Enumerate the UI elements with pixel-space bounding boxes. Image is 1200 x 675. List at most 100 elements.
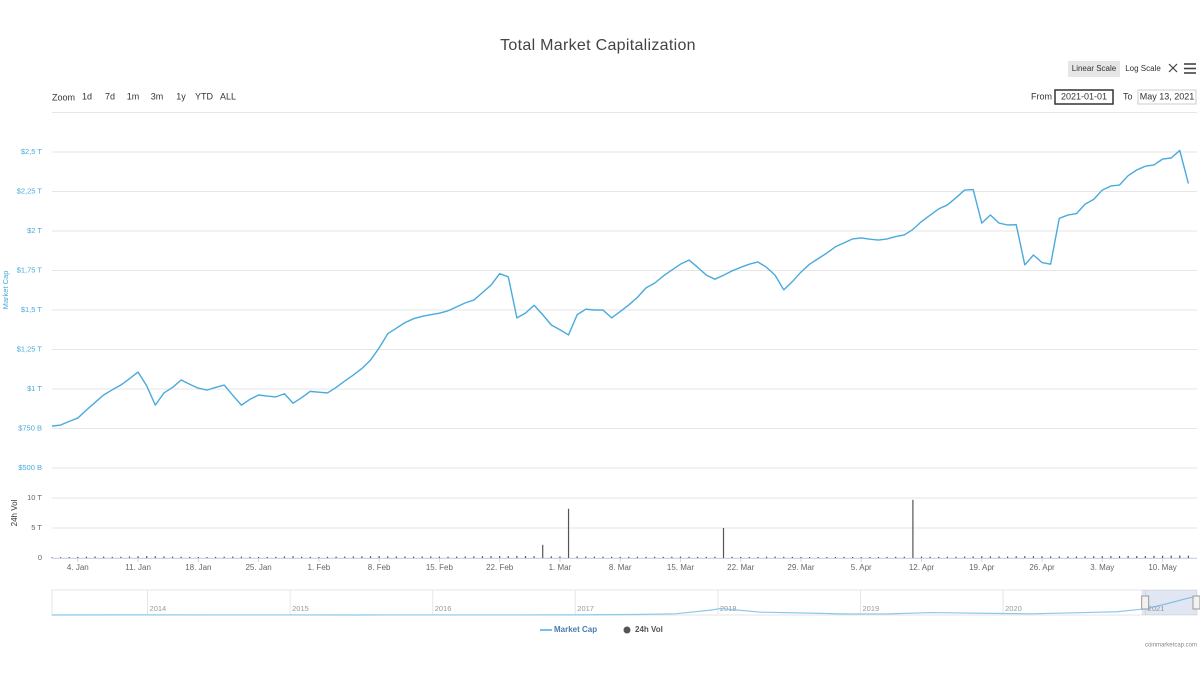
x-tick-label: 15. Mar bbox=[667, 563, 694, 572]
volume-bar bbox=[438, 556, 441, 558]
volume-bar bbox=[852, 556, 854, 558]
x-tick-label: 29. Mar bbox=[787, 563, 814, 572]
navigator-tick-label: 2017 bbox=[577, 604, 594, 613]
y2-tick-label: 0 bbox=[38, 553, 42, 562]
volume-bar bbox=[740, 556, 742, 558]
navigator-tick-label: 2014 bbox=[150, 604, 167, 613]
volume-bar bbox=[972, 556, 974, 558]
x-tick-label: 15. Feb bbox=[426, 563, 454, 572]
zoom-button[interactable]: ALL bbox=[220, 91, 236, 101]
x-tick-label: 8. Mar bbox=[609, 563, 632, 572]
volume-bar bbox=[808, 556, 811, 558]
to-label: To bbox=[1123, 91, 1133, 101]
volume-bar bbox=[516, 555, 518, 558]
credit: coinmarketcap.com bbox=[1145, 643, 1197, 649]
volume-bar bbox=[697, 556, 699, 558]
volume-bar bbox=[955, 556, 957, 558]
zoom-button[interactable]: 1d bbox=[82, 91, 92, 101]
zoom-button[interactable]: YTD bbox=[195, 91, 214, 101]
volume-bar bbox=[550, 556, 552, 558]
legend-label[interactable]: Market Cap bbox=[554, 625, 597, 634]
volume-bar bbox=[1024, 556, 1026, 558]
volume-bar bbox=[326, 556, 329, 558]
navigator-tick-label: 2015 bbox=[292, 604, 309, 613]
navigator-selection[interactable] bbox=[1141, 590, 1197, 615]
x-tick-label: 4. Jan bbox=[67, 563, 89, 572]
navigator-tick-label: 2020 bbox=[1005, 604, 1022, 613]
volume-bar bbox=[757, 556, 759, 558]
volume-bar bbox=[223, 556, 225, 558]
volume-bar bbox=[748, 556, 750, 558]
volume-bar bbox=[1170, 555, 1172, 558]
volume-bar bbox=[1041, 556, 1043, 558]
legend-label[interactable]: 24h Vol bbox=[635, 625, 663, 634]
zoom-button[interactable]: 1m bbox=[127, 91, 140, 101]
volume-bar bbox=[163, 556, 165, 558]
x-tick-label: 3. May bbox=[1090, 563, 1114, 572]
volume-bar bbox=[318, 556, 320, 558]
volume-bar bbox=[1050, 556, 1052, 558]
volume-bar bbox=[688, 556, 690, 558]
volume-bar bbox=[421, 556, 423, 558]
volume-bar bbox=[473, 556, 475, 558]
x-tick-label: 1. Mar bbox=[549, 563, 572, 572]
menu-icon[interactable] bbox=[1184, 63, 1196, 74]
volume-bar bbox=[85, 556, 88, 558]
volume-bar bbox=[1007, 556, 1009, 558]
volume-bar bbox=[524, 556, 527, 558]
x-tick-label: 12. Apr bbox=[909, 563, 935, 572]
y2-tick-label: 10 T bbox=[27, 493, 42, 502]
volume-bar bbox=[120, 556, 122, 558]
to-input[interactable] bbox=[1137, 89, 1197, 105]
y-tick-label: $2,5 T bbox=[21, 147, 43, 156]
volume-bar bbox=[1101, 556, 1103, 558]
volume-bar bbox=[602, 556, 604, 558]
volume-bar bbox=[981, 556, 983, 558]
zoom-button[interactable]: 7d bbox=[105, 91, 115, 101]
to-value[interactable]: May 13, 2021 bbox=[1140, 91, 1195, 101]
volume-bar bbox=[1144, 556, 1146, 558]
fullscreen-icon[interactable] bbox=[1168, 63, 1178, 73]
volume-bar bbox=[361, 556, 363, 558]
volume-bar bbox=[1153, 555, 1155, 558]
y2-axis-title: 24h Vol bbox=[10, 499, 19, 526]
volume-bar bbox=[309, 556, 311, 558]
y-tick-label: $750 B bbox=[18, 423, 42, 432]
from-input[interactable] bbox=[1054, 89, 1114, 105]
volume-bar bbox=[249, 556, 251, 558]
scale-button[interactable]: Log Scale bbox=[1125, 64, 1161, 73]
navigator-handle[interactable] bbox=[1192, 595, 1200, 610]
volume-bar bbox=[344, 556, 346, 558]
volume-bar bbox=[137, 556, 139, 558]
volume-bar bbox=[1015, 556, 1017, 558]
volume-bar bbox=[189, 556, 191, 558]
zoom-button[interactable]: 1y bbox=[176, 91, 186, 101]
scale-button-bg[interactable] bbox=[1068, 61, 1120, 77]
navigator-tick-label: 2016 bbox=[435, 604, 452, 613]
volume-bar bbox=[791, 556, 793, 558]
from-label: From bbox=[1031, 91, 1052, 101]
volume-bar bbox=[111, 556, 113, 558]
volume-bar bbox=[800, 556, 802, 558]
x-tick-label: 26. Apr bbox=[1029, 563, 1055, 572]
scale-button[interactable]: Linear Scale bbox=[1072, 64, 1117, 73]
y-tick-label: $1 T bbox=[27, 384, 42, 393]
volume-bar bbox=[68, 557, 70, 558]
volume-bar bbox=[1093, 556, 1095, 558]
from-value[interactable]: 2021-01-01 bbox=[1061, 91, 1107, 101]
volume-bar bbox=[51, 557, 53, 558]
volume-bar bbox=[412, 556, 415, 558]
volume-bar bbox=[877, 556, 880, 558]
volume-bar bbox=[1067, 556, 1069, 558]
volume-bar bbox=[206, 556, 208, 558]
navigator-tick-label: 2018 bbox=[720, 604, 737, 613]
x-tick-label: 18. Jan bbox=[185, 563, 211, 572]
navigator-handle[interactable] bbox=[1141, 595, 1150, 610]
volume-bar bbox=[576, 556, 578, 558]
market-cap-line bbox=[51, 149, 1190, 427]
volume-bar bbox=[1058, 556, 1060, 558]
y-tick-label: $1,75 T bbox=[17, 265, 43, 274]
zoom-button[interactable]: 3m bbox=[151, 91, 164, 101]
legend-symbol[interactable] bbox=[623, 626, 631, 634]
volume-bar bbox=[499, 556, 501, 558]
